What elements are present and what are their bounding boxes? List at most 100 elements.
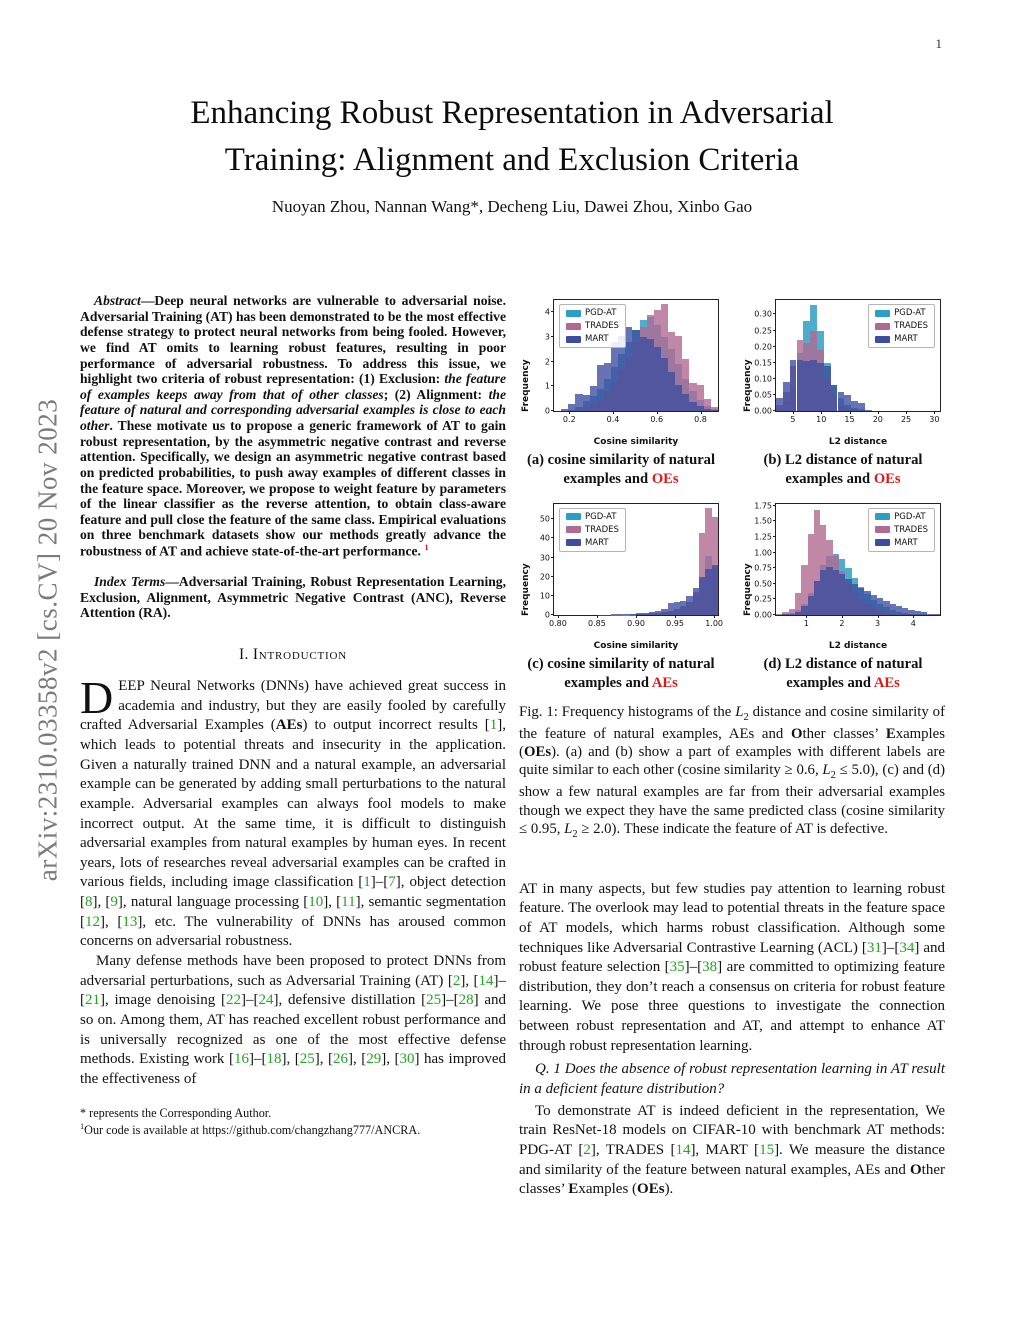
hist-bar xyxy=(858,402,865,411)
ref-link[interactable]: 1 xyxy=(363,874,371,891)
hist-bar xyxy=(699,576,706,615)
ref-link[interactable]: 8 xyxy=(85,894,93,911)
page-number: 1 xyxy=(935,36,943,51)
hist-bar xyxy=(789,359,797,411)
ref-link[interactable]: 9 xyxy=(110,894,118,911)
hist-bar xyxy=(711,565,718,615)
ref-link[interactable]: 29 xyxy=(366,1051,382,1068)
x-tick-label: 2 xyxy=(839,618,845,628)
ref-link[interactable]: 14 xyxy=(675,1141,691,1158)
x-tick-mark xyxy=(806,614,808,618)
text-run: xamples ( xyxy=(578,1181,638,1198)
text-run: ). xyxy=(664,1181,674,1198)
section-title: Introduction xyxy=(252,646,348,664)
legend-item: TRADES xyxy=(566,321,619,331)
ref-link[interactable]: 7 xyxy=(388,874,396,891)
ref-link[interactable]: 25 xyxy=(426,992,442,1009)
footnotes: * represents the Corresponding Author. 1… xyxy=(80,1105,506,1137)
hist-bar xyxy=(667,603,674,615)
ref-link[interactable]: 35 xyxy=(669,959,685,976)
legend-swatch xyxy=(875,335,891,343)
ref-link[interactable]: 13 xyxy=(122,913,138,930)
right-column: Frequency 0.2 0.4 0.6 0.8 0 1 2 3 4 PGD-AT TRADES MA… xyxy=(519,295,945,1200)
ref-link[interactable]: 12 xyxy=(85,913,100,930)
hist-bar xyxy=(629,613,636,615)
hist-bar xyxy=(788,608,795,615)
ref-link[interactable]: 14 xyxy=(478,972,494,989)
hist-bar xyxy=(682,393,690,411)
hist-bar xyxy=(675,335,683,411)
ref-link[interactable]: 24 xyxy=(258,992,274,1009)
text-run: AEs xyxy=(275,717,303,734)
x-axis-label: L2 distance xyxy=(828,437,888,447)
hist-bar xyxy=(710,406,718,411)
ref-link[interactable]: 30 xyxy=(399,1051,415,1068)
hist-bar xyxy=(689,402,697,411)
legend-label: PGD-AT xyxy=(585,308,617,318)
subcaption-row-2: (c) cosine similarity of natural example… xyxy=(519,655,945,693)
ref-link[interactable]: 26 xyxy=(332,1051,348,1068)
intro-paragraph-1-text: EEP Neural Networks (DNNs) have achieved… xyxy=(80,678,506,949)
ref-link[interactable]: 22 xyxy=(225,992,241,1009)
hist-series-mart xyxy=(554,504,718,615)
hist-bar xyxy=(902,608,909,615)
ref-link[interactable]: 18 xyxy=(266,1051,282,1068)
text-run: ], image denoising [ xyxy=(100,992,226,1009)
y-tick-mark xyxy=(773,613,776,615)
hist-bar xyxy=(813,580,821,615)
ref-link[interactable]: 16 xyxy=(233,1051,249,1068)
ref-link[interactable]: 28 xyxy=(458,992,474,1009)
x-tick-mark xyxy=(877,411,879,414)
y-tick-mark xyxy=(551,537,554,539)
hist-bar xyxy=(803,361,811,411)
text-run: ], TRADES [ xyxy=(590,1141,676,1158)
hist-bar xyxy=(830,385,838,411)
ref-link[interactable]: 34 xyxy=(899,939,915,956)
ref-link[interactable]: 2 xyxy=(452,972,461,989)
x-tick-mark xyxy=(877,614,879,618)
y-tick-mark xyxy=(551,594,554,596)
x-tick-label: 5 xyxy=(790,415,796,424)
index-terms-paragraph: Index Terms—Adversarial Training, Robust… xyxy=(80,574,506,621)
text-run: ]–[ xyxy=(80,972,506,1009)
y-tick-label: 50 xyxy=(539,514,550,524)
figure-1: Frequency 0.2 0.4 0.6 0.8 0 1 2 3 4 PGD-AT TRADES MA… xyxy=(519,295,945,842)
hist-bar xyxy=(870,594,877,615)
text-run: Many defense methods have been proposed … xyxy=(80,953,506,989)
ref-link[interactable]: 10 xyxy=(308,894,324,911)
x-tick-mark xyxy=(557,614,559,618)
ref-link[interactable]: 31 xyxy=(866,939,882,956)
hist-bar xyxy=(807,596,814,615)
hist-bar xyxy=(933,614,940,615)
subcaption-d: (d) L2 distance of natural examples and … xyxy=(741,655,945,693)
text-run: Our code is available at https://github.… xyxy=(84,1122,421,1137)
footnote-code-link[interactable]: 1Our code is available at https://github… xyxy=(80,1122,506,1138)
ref-link[interactable]: 38 xyxy=(702,959,718,976)
text-run: —Adversarial Training, Robust Representa… xyxy=(80,574,506,621)
y-tick-label: 1 xyxy=(544,381,550,391)
text-run: 2 xyxy=(572,828,578,840)
text-run: ], natural language processing [ xyxy=(117,894,309,911)
y-tick-label: 1.50 xyxy=(754,516,772,526)
hist-bar xyxy=(807,533,814,615)
dropcap-letter: D xyxy=(80,672,114,724)
ref-link[interactable]: 1 xyxy=(489,717,498,734)
legend-item: PGD-AT xyxy=(566,512,619,522)
hist-bar xyxy=(696,406,704,411)
hist-bar xyxy=(675,385,683,411)
hist-bar xyxy=(796,359,804,411)
right-paragraph-1: AT in many aspects, but few studies pay … xyxy=(519,880,945,1057)
ref-link[interactable]: 15 xyxy=(759,1141,775,1158)
ref-link[interactable]: 2 xyxy=(583,1141,591,1158)
ref-link[interactable]: 25 xyxy=(299,1051,315,1068)
text-run: ], semantic segmentation [ xyxy=(80,894,506,930)
right-paragraph-2: To demonstrate AT is indeed deficient in… xyxy=(519,1102,945,1200)
legend-swatch xyxy=(566,309,581,317)
y-tick-label: 1.25 xyxy=(754,532,772,542)
hist-bar xyxy=(837,391,845,411)
hist-bar xyxy=(696,385,704,411)
ref-link[interactable]: 11 xyxy=(341,894,356,911)
y-tick-mark xyxy=(773,329,776,331)
text-run: ], [ xyxy=(281,1051,300,1068)
ref-link[interactable]: 21 xyxy=(85,992,100,1009)
